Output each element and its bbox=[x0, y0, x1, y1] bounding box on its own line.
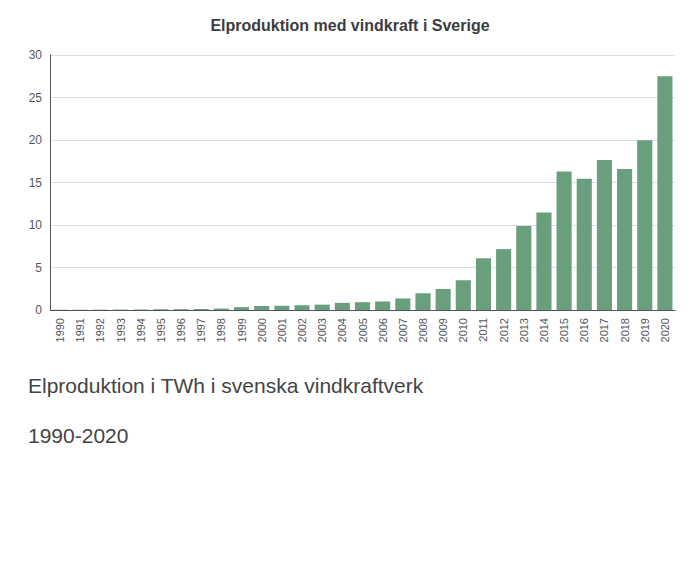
svg-text:2013: 2013 bbox=[518, 318, 530, 342]
svg-text:2003: 2003 bbox=[316, 318, 328, 342]
svg-text:2002: 2002 bbox=[296, 318, 308, 342]
svg-text:1994: 1994 bbox=[135, 318, 147, 342]
svg-text:0: 0 bbox=[35, 303, 42, 317]
svg-text:1996: 1996 bbox=[175, 318, 187, 342]
svg-text:1995: 1995 bbox=[155, 318, 167, 342]
svg-text:2016: 2016 bbox=[578, 318, 590, 342]
svg-text:5: 5 bbox=[35, 261, 42, 275]
svg-text:Elproduktion i TWh i svenska v: Elproduktion i TWh i svenska vindkraftve… bbox=[28, 374, 424, 397]
svg-text:2005: 2005 bbox=[357, 318, 369, 342]
svg-text:15: 15 bbox=[29, 176, 43, 190]
svg-text:2004: 2004 bbox=[336, 318, 348, 342]
svg-text:2007: 2007 bbox=[397, 318, 409, 342]
svg-text:1990: 1990 bbox=[54, 318, 66, 342]
svg-text:2012: 2012 bbox=[498, 318, 510, 342]
svg-text:2001: 2001 bbox=[276, 318, 288, 342]
svg-text:2015: 2015 bbox=[558, 318, 570, 342]
svg-text:1993: 1993 bbox=[115, 318, 127, 342]
svg-text:30: 30 bbox=[29, 48, 43, 62]
svg-text:2006: 2006 bbox=[377, 318, 389, 342]
svg-text:2009: 2009 bbox=[437, 318, 449, 342]
svg-text:2019: 2019 bbox=[639, 318, 651, 342]
svg-text:1991: 1991 bbox=[74, 318, 86, 342]
svg-text:1992: 1992 bbox=[94, 318, 106, 342]
svg-text:2008: 2008 bbox=[417, 318, 429, 342]
svg-text:1990-2020: 1990-2020 bbox=[28, 424, 128, 447]
svg-text:1997: 1997 bbox=[195, 318, 207, 342]
svg-text:2010: 2010 bbox=[457, 318, 469, 342]
svg-text:25: 25 bbox=[29, 91, 43, 105]
svg-text:2020: 2020 bbox=[659, 318, 671, 342]
svg-text:10: 10 bbox=[29, 218, 43, 232]
svg-text:2011: 2011 bbox=[477, 318, 489, 342]
svg-text:1998: 1998 bbox=[215, 318, 227, 342]
svg-text:2017: 2017 bbox=[598, 318, 610, 342]
svg-text:2014: 2014 bbox=[538, 318, 550, 342]
svg-text:2000: 2000 bbox=[256, 318, 268, 342]
svg-text:20: 20 bbox=[29, 133, 43, 147]
svg-text:Elproduktion med vindkraft i S: Elproduktion med vindkraft i Sverige bbox=[210, 17, 489, 34]
svg-text:2018: 2018 bbox=[619, 318, 631, 342]
svg-text:1999: 1999 bbox=[236, 318, 248, 342]
